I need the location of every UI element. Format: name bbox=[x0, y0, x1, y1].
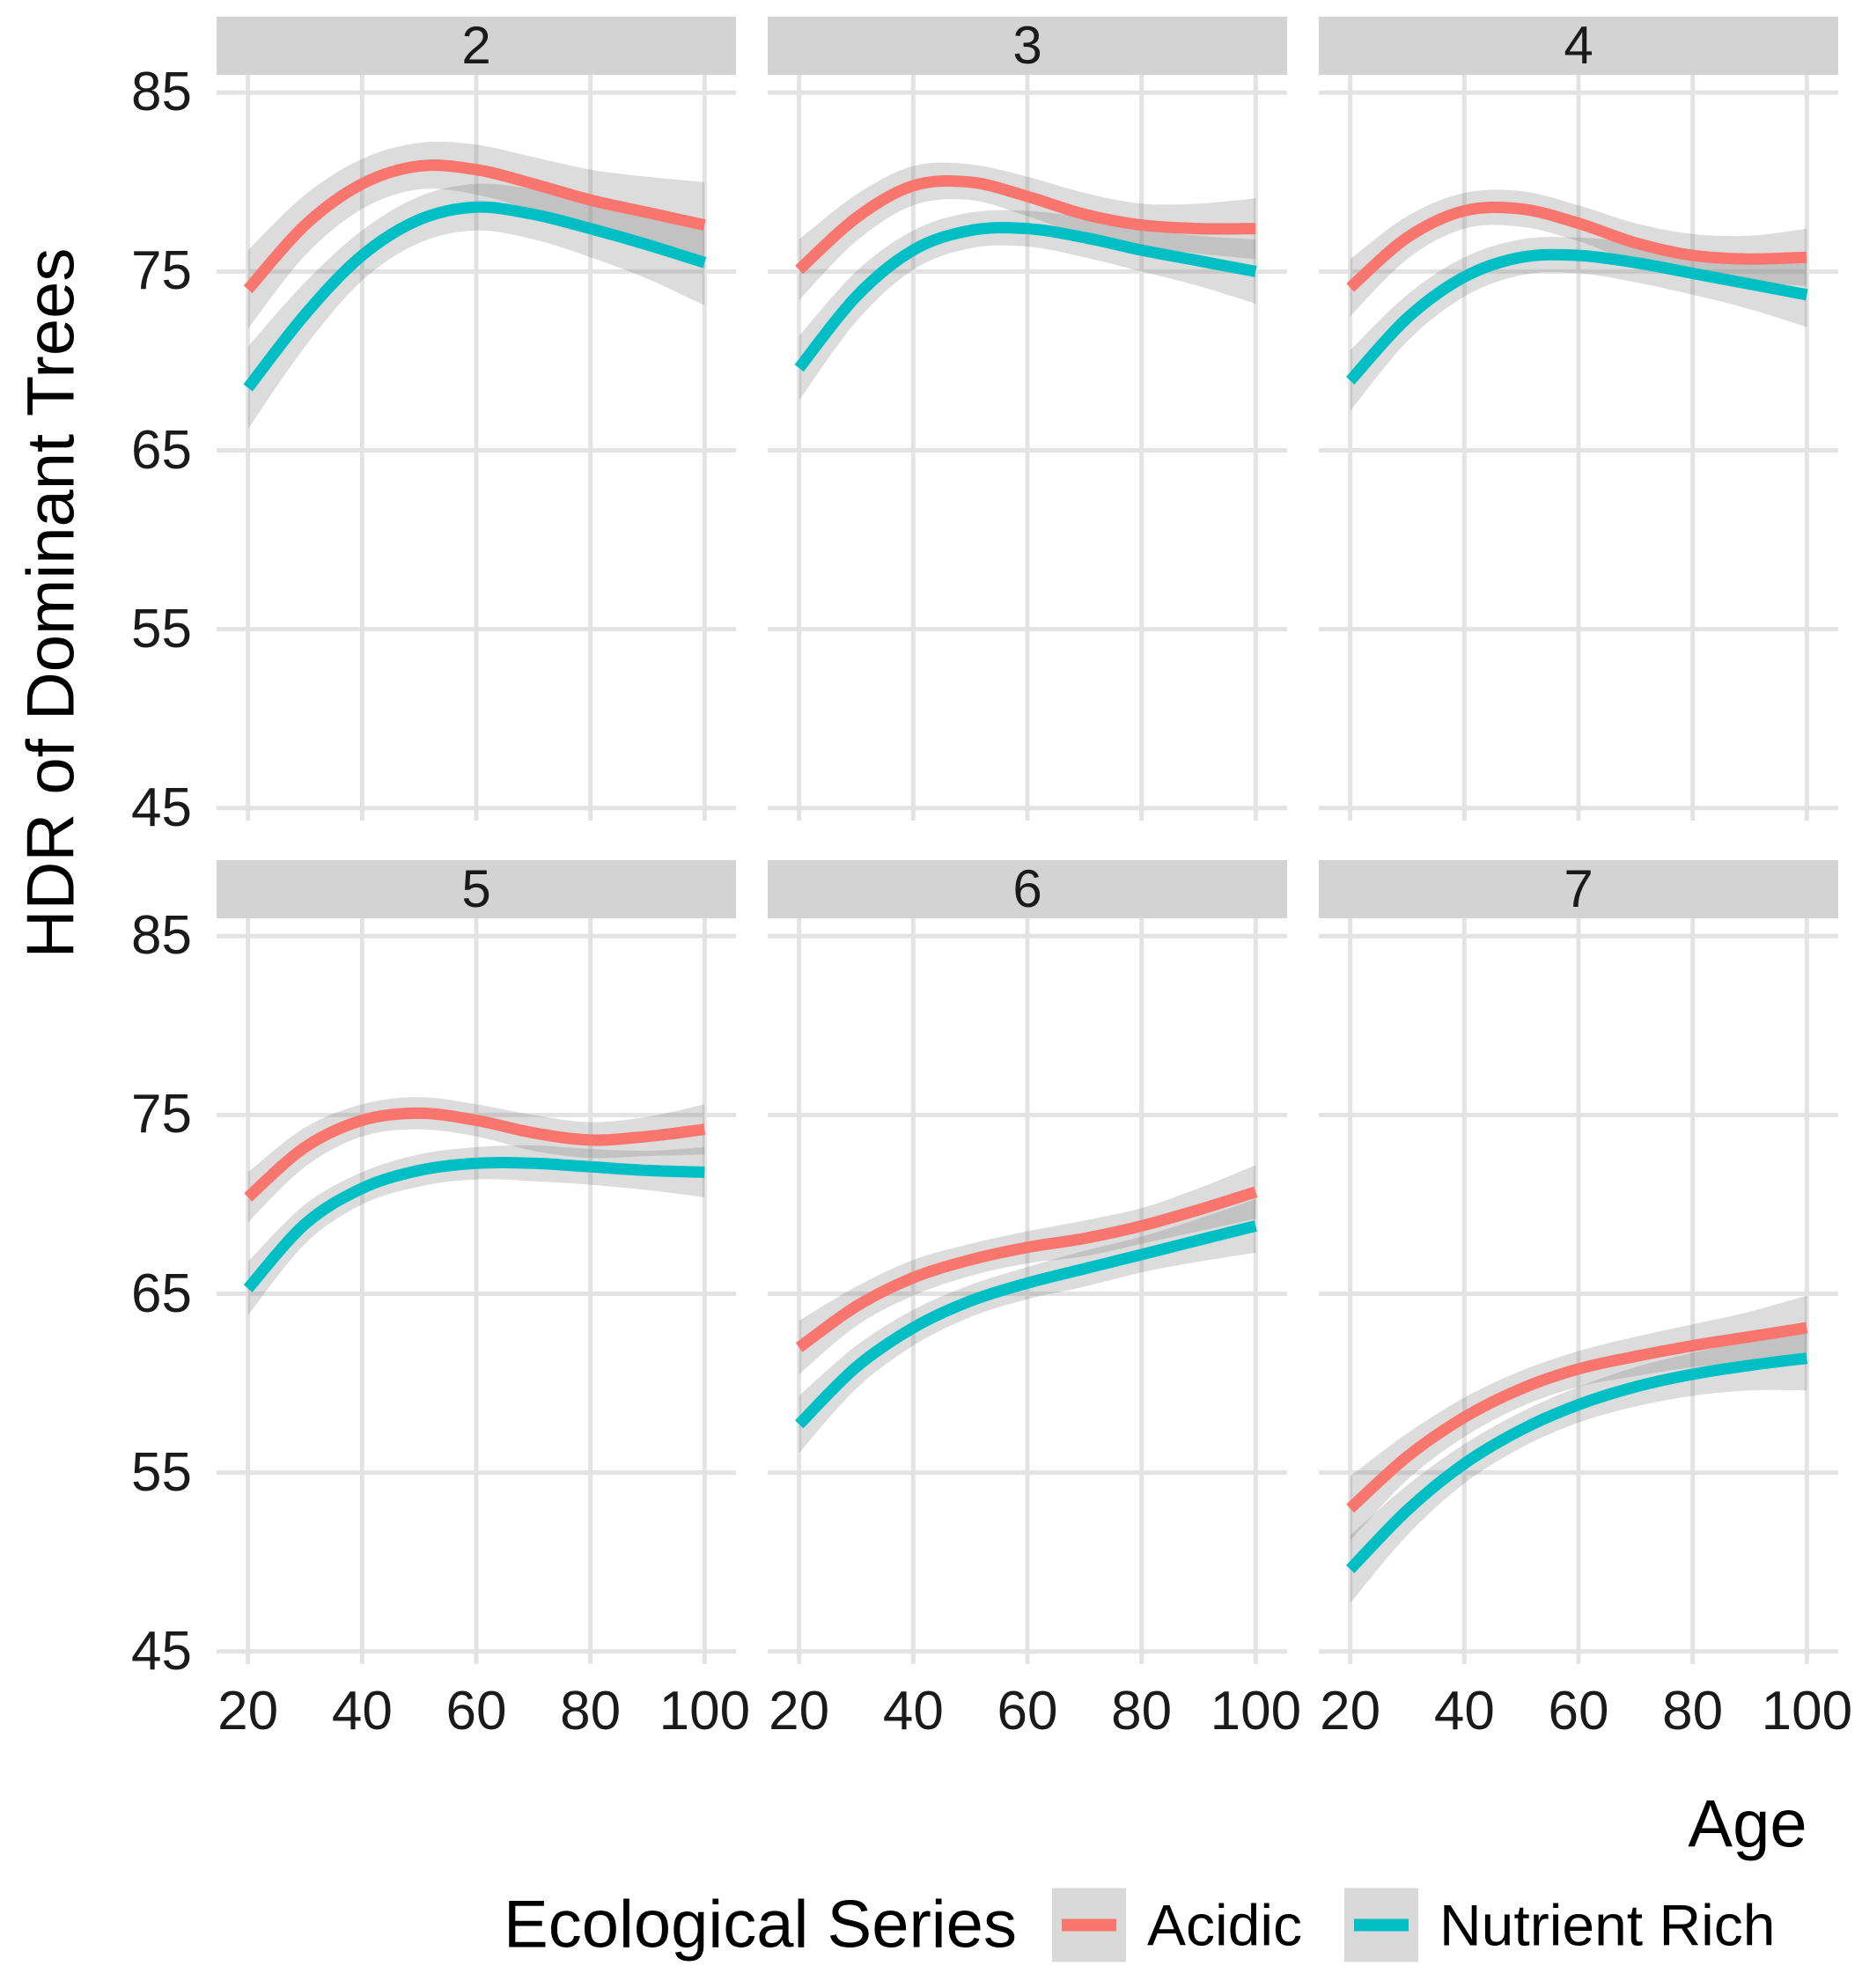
x-tick-label: 80 bbox=[1662, 1681, 1724, 1741]
y-tick-label: 85 bbox=[131, 905, 192, 967]
nutrient-rich-line-swatch-icon bbox=[1354, 1918, 1409, 1931]
x-tick-label: 40 bbox=[882, 1681, 944, 1741]
y-tick-label: 65 bbox=[131, 419, 192, 481]
legend-label-nutrient-rich: Nutrient Rich bbox=[1439, 1892, 1776, 1957]
x-tick-label: 60 bbox=[997, 1681, 1058, 1741]
smooth-line-nutrient-rich bbox=[1345, 248, 1808, 385]
x-tick-label: 60 bbox=[445, 1681, 507, 1741]
facet-strip-3: 3 bbox=[768, 17, 1287, 75]
facet-panel-3 bbox=[768, 75, 1287, 821]
x-tick-label: 40 bbox=[331, 1681, 393, 1741]
smooth-line-nutrient-rich bbox=[794, 222, 1257, 372]
facet-strip-7: 7 bbox=[1319, 860, 1838, 918]
smooth-line-nutrient-rich bbox=[795, 1220, 1257, 1429]
x-axis-title: Age bbox=[1688, 1786, 1807, 1862]
x-tick-label: 80 bbox=[1111, 1681, 1173, 1741]
facet-strip-2: 2 bbox=[217, 17, 736, 75]
y-tick-label: 45 bbox=[131, 777, 192, 838]
x-tick-label: 100 bbox=[1210, 1681, 1302, 1741]
facet-panel-6 bbox=[768, 918, 1287, 1664]
legend-label-acidic: Acidic bbox=[1146, 1892, 1303, 1957]
facet-panel-5 bbox=[217, 918, 736, 1664]
x-tick-label: 20 bbox=[217, 1681, 279, 1741]
ci-ribbon-nutrient-rich bbox=[247, 183, 705, 430]
smooth-line-nutrient-rich bbox=[243, 1156, 705, 1292]
x-tick-label: 20 bbox=[1320, 1681, 1381, 1741]
x-tick-label: 80 bbox=[560, 1681, 622, 1741]
ci-ribbon-acidic bbox=[1350, 1295, 1807, 1541]
ci-ribbon-acidic bbox=[799, 162, 1256, 300]
smooth-line-nutrient-rich bbox=[243, 201, 707, 392]
smooth-line-acidic bbox=[795, 174, 1256, 275]
smooth-line-acidic bbox=[243, 159, 706, 294]
x-tick-label: 20 bbox=[769, 1681, 830, 1741]
y-tick-label: 65 bbox=[131, 1263, 192, 1324]
x-tick-label: 100 bbox=[659, 1681, 751, 1741]
legend: Ecological Series Acidic Nutrient Rich bbox=[504, 1887, 1775, 1963]
ci-ribbon-acidic bbox=[799, 1165, 1256, 1374]
facet-strip-4: 4 bbox=[1319, 17, 1838, 75]
smooth-line-acidic bbox=[1346, 201, 1807, 292]
x-tick-label: 40 bbox=[1433, 1681, 1495, 1741]
legend-title: Ecological Series bbox=[504, 1887, 1017, 1962]
ci-ribbon-nutrient-rich bbox=[799, 210, 1256, 401]
y-tick-label: 55 bbox=[131, 1441, 192, 1503]
y-tick-label: 45 bbox=[131, 1620, 192, 1682]
smooth-line-acidic bbox=[1346, 1322, 1808, 1513]
acidic-line-swatch-icon bbox=[1061, 1918, 1116, 1931]
x-tick-label: 100 bbox=[1761, 1681, 1853, 1741]
y-tick-label: 75 bbox=[131, 240, 192, 302]
smooth-line-acidic bbox=[795, 1186, 1258, 1352]
ci-ribbon-acidic bbox=[247, 1097, 705, 1223]
facet-panel-4 bbox=[1319, 75, 1838, 821]
x-tick-label: 60 bbox=[1548, 1681, 1609, 1741]
ci-ribbon-acidic bbox=[1350, 189, 1807, 317]
legend-item-acidic: Acidic bbox=[1051, 1888, 1303, 1962]
y-tick-label: 85 bbox=[131, 62, 192, 123]
facet-strip-5: 5 bbox=[217, 860, 736, 918]
ci-ribbon-nutrient-rich bbox=[799, 1198, 1256, 1454]
facet-panel-2 bbox=[217, 75, 736, 821]
ci-ribbon-nutrient-rich bbox=[1350, 1326, 1807, 1603]
y-tick-label: 75 bbox=[131, 1084, 192, 1145]
y-tick-label: 55 bbox=[131, 598, 192, 659]
smooth-line-acidic bbox=[244, 1107, 706, 1202]
legend-key-acidic bbox=[1051, 1888, 1126, 1962]
facet-strip-6: 6 bbox=[768, 860, 1287, 918]
legend-key-nutrient-rich bbox=[1344, 1888, 1419, 1962]
legend-item-nutrient-rich: Nutrient Rich bbox=[1344, 1888, 1775, 1962]
smooth-line-nutrient-rich bbox=[1346, 1352, 1808, 1573]
facet-panel-7 bbox=[1319, 918, 1838, 1664]
